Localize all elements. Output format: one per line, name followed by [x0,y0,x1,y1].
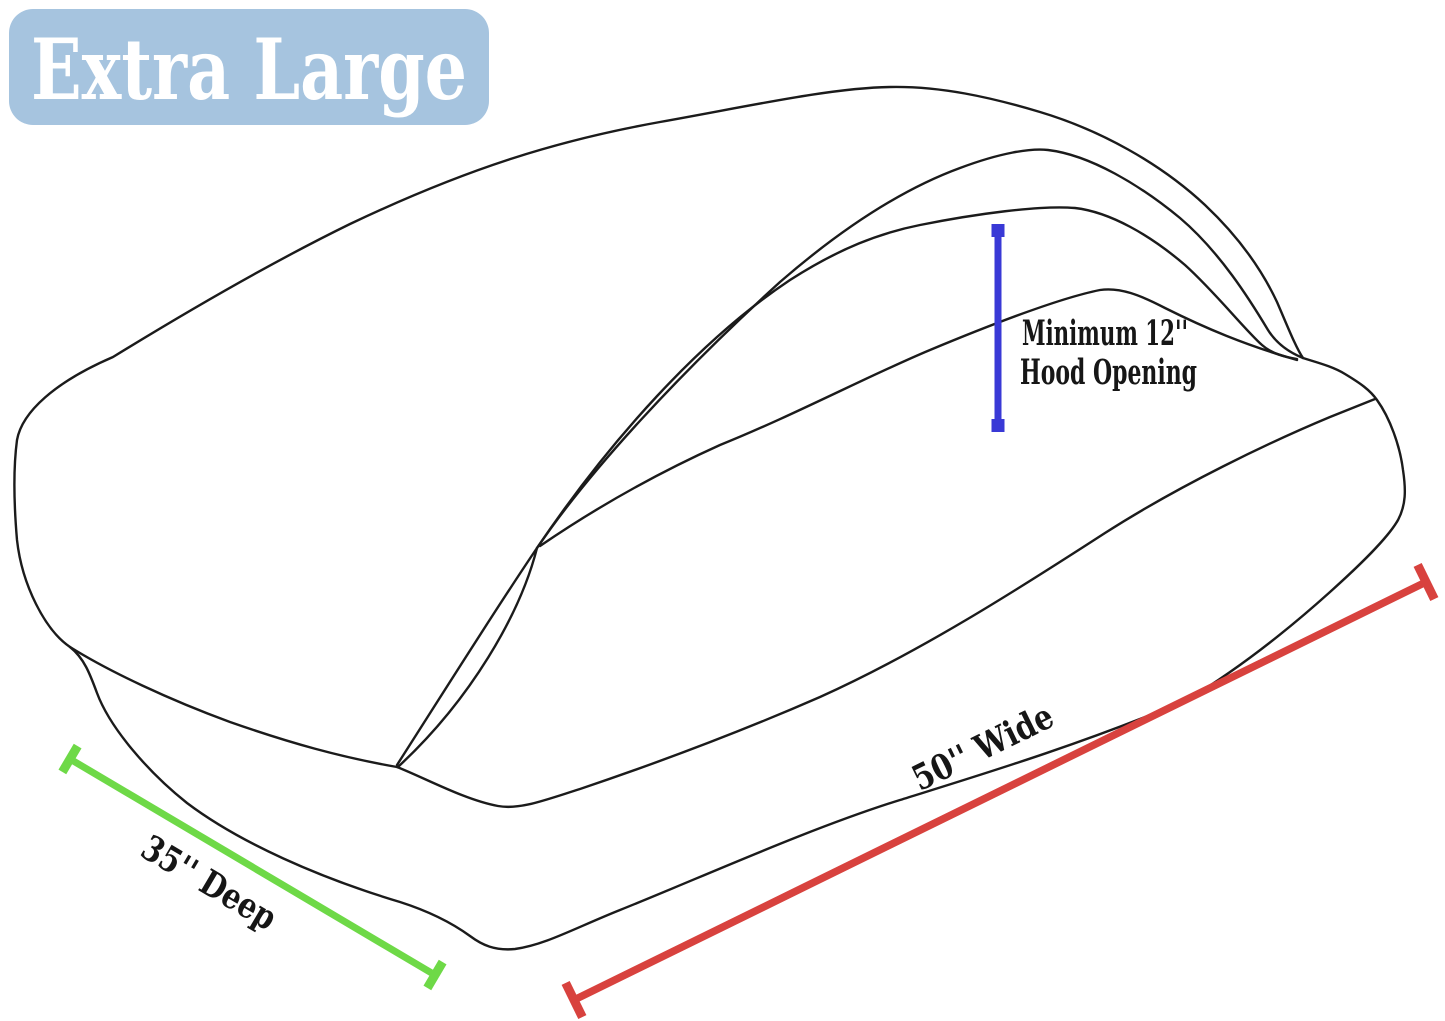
hood-cushion-gap-upper-seam [395,546,539,767]
size-badge-label: Extra Large [31,20,467,119]
bed-outer-silhouette [13,85,1407,951]
hood-cushion-gap-lower-seam [397,546,539,768]
hood-rim-outer-arc [535,148,1305,550]
hood-opening-dimension-top-cap [991,224,1005,237]
width-dimension-label: 50'' Wide [906,696,1061,800]
hood-rim-inner-arc [535,206,1299,550]
cushion-front-top-seam [395,397,1377,809]
depth-dimension-left-cap [58,743,82,775]
size-badge-background [9,9,489,125]
pet-bed-drawing [13,85,1407,951]
depth-dimension: 35'' Deep [58,743,447,991]
hood-opening-label-line2: Hood Opening [1020,352,1197,393]
hood-opening-dimension-bottom-cap [991,419,1005,432]
hood-opening-cushion-edge [538,288,1299,548]
width-dimension-left-cap [561,980,587,1020]
hood-opening-dimension: Minimum 12'' Hood Opening [991,224,1197,432]
depth-dimension-right-cap [423,959,447,991]
width-dimension-line [572,578,1428,1004]
hood-opening-label-line1: Minimum 12'' [1022,313,1188,354]
depth-dimension-line [68,755,437,979]
width-dimension-right-cap [1413,562,1439,602]
size-badge: Extra Large [9,9,489,125]
width-dimension: 50'' Wide [561,562,1439,1020]
left-end-top-seam [68,645,399,769]
